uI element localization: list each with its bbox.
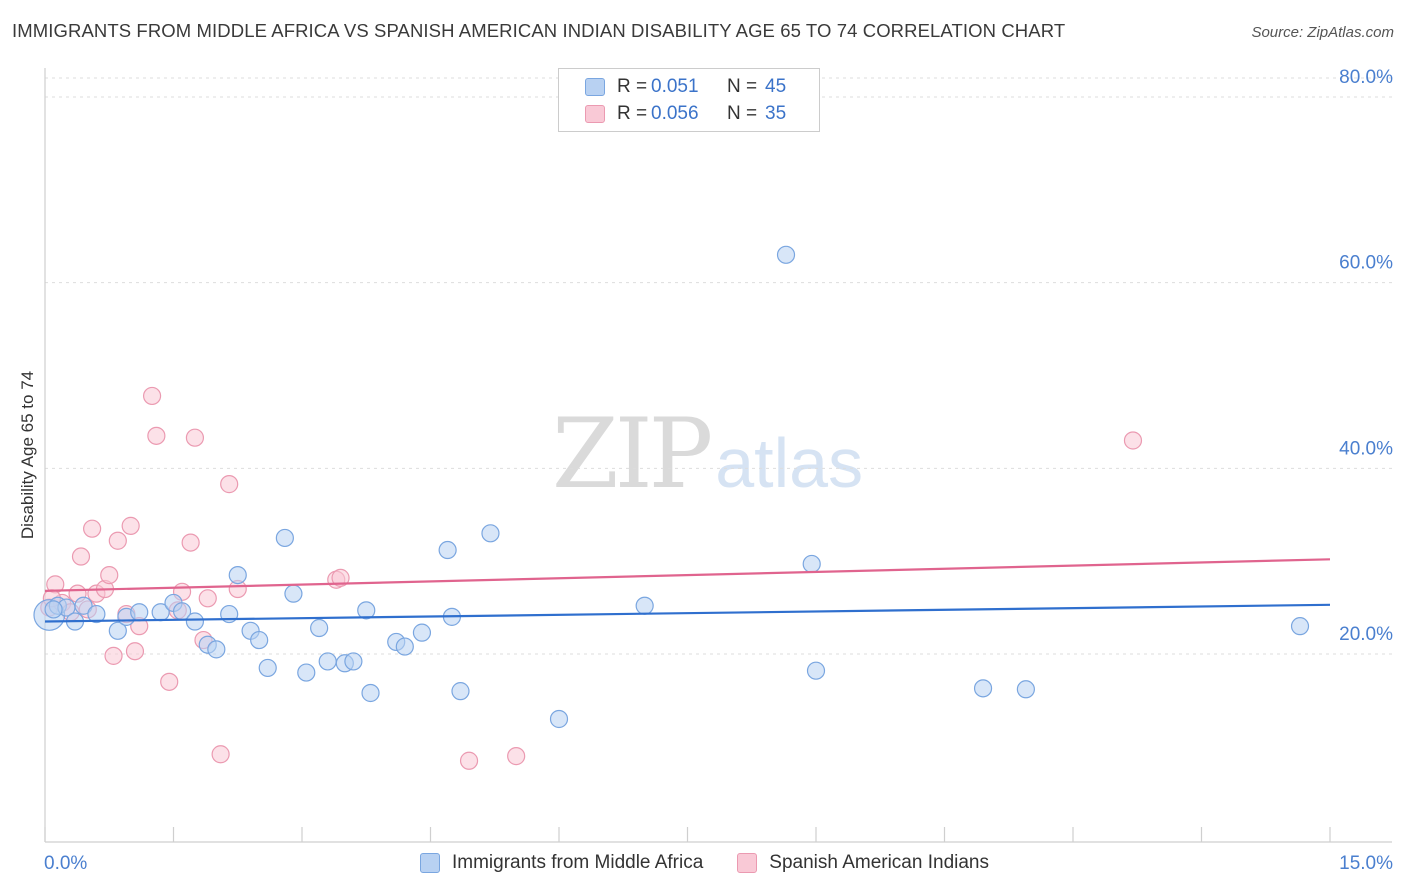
data-point <box>87 604 106 624</box>
y-tick-label: 40.0% <box>1339 438 1393 459</box>
x-tick-label: 0.0% <box>44 853 87 874</box>
data-point <box>185 428 205 447</box>
n-value: 45 <box>765 76 787 97</box>
n-key: N = <box>727 76 758 97</box>
y-tick-label: 60.0% <box>1339 253 1393 274</box>
data-point <box>250 630 269 650</box>
legend-swatch-blue <box>420 853 440 873</box>
data-point <box>104 646 123 665</box>
data-point <box>1016 680 1035 699</box>
trend-line-pink <box>44 558 1331 592</box>
data-point <box>100 565 119 585</box>
data-point <box>1290 617 1310 636</box>
data-point <box>344 652 363 671</box>
data-point <box>451 682 470 701</box>
data-point <box>549 709 569 729</box>
data-point <box>220 475 239 494</box>
r-value: 0.051 <box>651 76 699 97</box>
chart-title: IMMIGRANTS FROM MIDDLE AFRICA VS SPANISH… <box>12 20 1066 41</box>
data-point <box>275 528 294 548</box>
r-value: 0.056 <box>651 103 699 124</box>
grid-lines <box>45 77 1392 655</box>
data-point <box>310 618 329 638</box>
data-point <box>71 547 91 566</box>
series-immigrants-middle-africa <box>33 245 1310 729</box>
data-point <box>361 683 380 703</box>
n-key: N = <box>727 103 758 124</box>
legend-row-pink: R = 0.056 N = 35 <box>585 102 786 126</box>
data-point <box>357 601 376 620</box>
data-point <box>108 531 127 550</box>
data-point <box>507 747 526 766</box>
data-point <box>258 658 277 678</box>
data-point <box>185 612 205 631</box>
data-point <box>802 554 821 574</box>
n-value: 35 <box>765 103 787 124</box>
series-legend: Immigrants from Middle Africa Spanish Am… <box>420 852 1023 874</box>
data-point <box>130 603 149 622</box>
data-point <box>635 596 654 615</box>
data-point <box>44 600 63 619</box>
legend-swatch-pink <box>737 853 758 873</box>
data-point <box>284 584 303 603</box>
legend-swatch-blue <box>585 78 605 96</box>
data-point <box>198 589 217 608</box>
data-point <box>395 637 414 656</box>
data-point <box>297 663 316 682</box>
x-tick-label: 15.0% <box>1339 853 1393 874</box>
data-point <box>125 642 145 661</box>
axes <box>44 68 1392 843</box>
correlation-legend: R = 0.051 N = 45 R = 0.056 N = 35 <box>558 68 820 132</box>
data-point <box>481 524 500 543</box>
data-point <box>318 652 337 671</box>
y-tick-label: 20.0% <box>1339 624 1393 645</box>
data-point <box>211 745 230 764</box>
data-point <box>973 679 993 698</box>
legend-row-blue: R = 0.051 N = 45 <box>585 75 786 99</box>
data-point <box>160 672 179 691</box>
trend-lines <box>44 558 1331 623</box>
data-point <box>228 565 247 585</box>
data-point <box>108 621 127 640</box>
data-point <box>147 426 166 445</box>
source-label: Source: ZipAtlas.com <box>1251 24 1394 41</box>
data-point <box>181 533 200 552</box>
legend-swatch-pink <box>585 105 605 123</box>
data-point <box>459 751 479 770</box>
y-axis-label: Disability Age 65 to 74 <box>18 371 37 539</box>
r-key: R = <box>617 103 648 124</box>
data-point <box>412 623 432 642</box>
data-point <box>1123 431 1143 450</box>
data-point <box>142 386 162 406</box>
legend-label: Immigrants from Middle Africa <box>452 852 704 873</box>
legend-label: Spanish American Indians <box>769 852 989 873</box>
data-point <box>83 519 102 538</box>
trend-line-blue <box>44 603 1331 623</box>
r-key: R = <box>617 76 648 97</box>
y-tick-label: 80.0% <box>1339 67 1393 88</box>
data-point <box>121 516 140 535</box>
data-point <box>74 596 93 615</box>
legend-item-spanish-american: Spanish American Indians <box>737 852 989 874</box>
data-point <box>806 661 826 680</box>
data-point <box>438 540 457 560</box>
data-point <box>207 640 226 659</box>
legend-item-immigrants: Immigrants from Middle Africa <box>420 852 703 874</box>
tick-labels: 20.0% 40.0% 60.0% 80.0% 0.0% 15.0% <box>44 67 1393 874</box>
data-point <box>331 568 350 587</box>
data-point <box>776 245 796 264</box>
